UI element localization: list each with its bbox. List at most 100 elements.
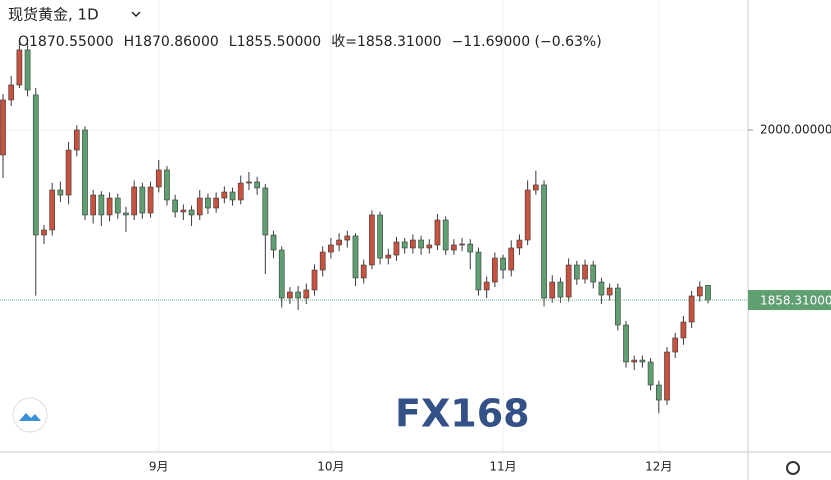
candle-body <box>451 244 457 251</box>
candle-body <box>426 244 433 249</box>
candle-body <box>49 189 56 231</box>
candle-body <box>393 241 400 256</box>
candle-body <box>352 235 359 279</box>
x-tick-label: 10月 <box>317 460 344 474</box>
candle-body <box>631 359 638 363</box>
dropdown-icon[interactable] <box>131 11 141 18</box>
last-price-tag <box>748 290 831 311</box>
candle-body <box>0 99 6 156</box>
candle-body <box>114 197 121 214</box>
candle-body <box>90 194 97 216</box>
ohlc-item: O1870.55000 <box>18 34 114 50</box>
candle-body <box>123 212 129 216</box>
gear[interactable] <box>786 461 800 475</box>
candle-body <box>516 239 523 249</box>
candle-body <box>131 186 138 216</box>
logo-icon <box>19 413 41 421</box>
candle-body <box>303 289 310 299</box>
candle-body <box>410 239 416 249</box>
candle-body <box>24 49 31 91</box>
candle-body <box>98 194 105 216</box>
ohlc-item: H1870.86000 <box>124 34 219 50</box>
candle-body <box>188 209 195 216</box>
candle-body <box>229 191 236 201</box>
candle-body <box>16 49 23 86</box>
candle-body <box>57 189 64 196</box>
candle-body <box>65 149 72 196</box>
candle-body <box>32 94 39 236</box>
candle-body <box>262 187 269 236</box>
candle-body <box>278 249 285 299</box>
candle-body <box>385 254 392 259</box>
candle-body <box>541 184 547 299</box>
logo-button[interactable] <box>12 397 48 433</box>
ohlc-item: −11.69000 (−0.63%) <box>452 34 602 50</box>
candle-body <box>442 219 449 251</box>
y-tick-label: 2000.00000 <box>760 122 831 136</box>
candle-body <box>311 269 318 291</box>
ohlc-item: L1855.50000 <box>229 34 321 50</box>
candle-body <box>590 264 597 283</box>
candle-body <box>664 351 670 401</box>
candle-body <box>73 129 80 151</box>
candle-body <box>328 244 334 253</box>
candle-body <box>623 324 629 363</box>
candle-body <box>213 197 219 209</box>
candle-body <box>270 234 277 251</box>
candle-body <box>492 257 498 283</box>
candle-body <box>696 286 703 297</box>
candle-body <box>377 214 383 259</box>
candle-body <box>205 197 211 209</box>
candle-body <box>139 186 146 214</box>
ohlc-legend: O1870.55000 H1870.86000 L1855.50000 收=1858.… <box>18 34 602 50</box>
candle-body <box>557 281 564 298</box>
x-tick-label: 11月 <box>489 460 516 474</box>
candle-body <box>172 199 178 213</box>
candle-body <box>319 251 326 271</box>
candle-body <box>475 251 482 291</box>
candle-body <box>180 209 187 213</box>
candle-body <box>344 235 351 241</box>
candle-body <box>655 384 662 401</box>
candle-body <box>221 191 228 199</box>
candle-body <box>82 129 88 216</box>
candle-body <box>336 239 342 246</box>
candle-body <box>41 229 47 236</box>
candle-body <box>155 169 162 188</box>
candle-body <box>254 181 260 189</box>
candle-body <box>524 189 531 241</box>
candle-body <box>287 291 293 299</box>
candle-body <box>598 281 605 296</box>
x-tick-label: 12月 <box>645 460 672 474</box>
candle-body <box>467 243 474 253</box>
candle-body <box>369 214 375 266</box>
settings-icon[interactable] <box>786 461 800 475</box>
candle-body <box>196 197 203 216</box>
candle-body <box>360 264 367 279</box>
candle-body <box>459 243 465 246</box>
candle-body <box>147 186 154 214</box>
candle-body <box>418 239 424 249</box>
candle-body <box>573 264 580 280</box>
candle-body <box>508 247 515 271</box>
candle-body <box>582 264 588 280</box>
candle-body <box>549 281 556 299</box>
candles <box>0 39 711 414</box>
candle-body <box>614 287 621 326</box>
candle-body <box>688 295 695 323</box>
candle-body <box>106 197 113 216</box>
candle-body <box>639 359 646 363</box>
candle-body <box>295 291 301 299</box>
candle-body <box>565 264 572 298</box>
candle-body <box>500 257 506 271</box>
watermark: FX168 <box>395 392 530 436</box>
candle-body <box>401 241 408 249</box>
candle-body <box>647 361 654 386</box>
candle-body <box>606 287 613 296</box>
x-tick-label: 9月 <box>149 460 169 474</box>
candle-body <box>246 181 252 184</box>
ohlc-item: 收=1858.31000 <box>331 34 441 50</box>
candle-body <box>705 285 711 301</box>
candle-body <box>672 337 679 353</box>
